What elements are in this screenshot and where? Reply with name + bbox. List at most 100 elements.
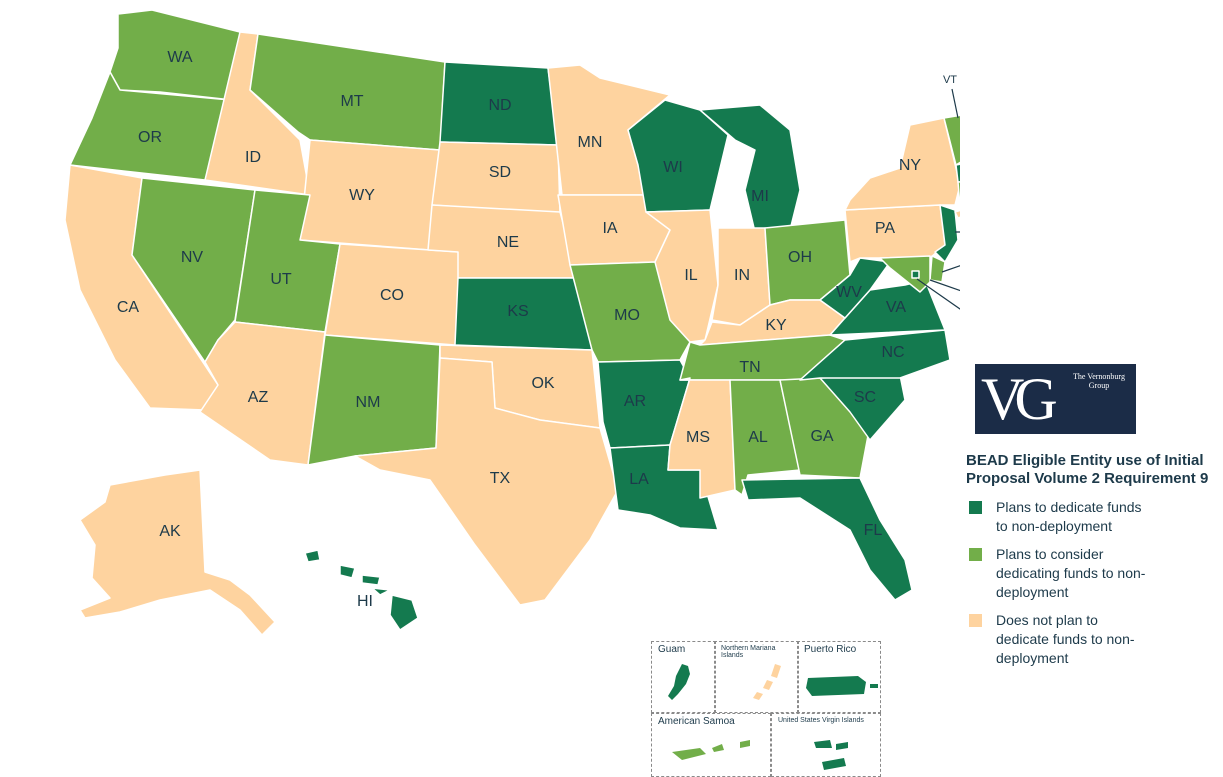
legend-label-not: Does not plan to dedicate funds to non-d… xyxy=(996,612,1135,666)
territory-label-guam: Guam xyxy=(658,644,686,655)
label-NY: NY xyxy=(899,157,922,174)
state-MD[interactable] xyxy=(879,255,931,293)
label-NC: NC xyxy=(881,344,904,361)
legend-swatch-consider xyxy=(969,548,982,561)
label-LA: LA xyxy=(629,471,649,488)
label-TX: TX xyxy=(490,470,511,487)
legend-swatch-not xyxy=(969,614,982,627)
label-SD: SD xyxy=(489,164,511,181)
state-WI[interactable] xyxy=(627,99,729,213)
territory-label-as: American Samoa xyxy=(658,716,735,727)
state-WA[interactable] xyxy=(109,9,241,101)
label-IN: IN xyxy=(734,267,750,284)
as-shape-3[interactable] xyxy=(740,740,750,748)
legend-title: BEAD Eligible Entity use of Initial Prop… xyxy=(966,452,1209,487)
territory-guam: Guam xyxy=(651,641,716,713)
legend-label-consider: Plans to consider dedicating funds to no… xyxy=(996,546,1146,600)
label-OK: OK xyxy=(531,375,554,392)
pr-map xyxy=(806,676,878,696)
us-map: WA OR CA NV ID MT WY UT AZ CO NM ND SD N… xyxy=(64,9,960,636)
territory-label-pr: Puerto Rico xyxy=(804,644,857,655)
state-AK[interactable] xyxy=(79,469,276,636)
hawaii-island-1[interactable] xyxy=(304,549,321,563)
label-MT: MT xyxy=(340,93,363,110)
pr-islet[interactable] xyxy=(870,684,878,688)
state-CT[interactable] xyxy=(957,180,960,207)
vi-shape-2[interactable] xyxy=(836,742,848,750)
logo-name: The Vernonburg Group xyxy=(1073,372,1125,390)
logo-monogram: VG xyxy=(981,366,1058,432)
territory-vi: United States Virgin Islands xyxy=(771,713,881,777)
label-CO: CO xyxy=(380,287,404,304)
state-DC[interactable] xyxy=(911,270,920,279)
label-FL: FL xyxy=(864,522,883,539)
nmi-shape-1[interactable] xyxy=(771,664,781,678)
label-ND: ND xyxy=(488,97,511,114)
hawaii-island-main[interactable] xyxy=(389,594,419,631)
label-WY: WY xyxy=(349,187,375,204)
label-AK: AK xyxy=(159,523,181,540)
long-island xyxy=(954,209,960,219)
label-MS: MS xyxy=(686,429,710,446)
label-SC: SC xyxy=(854,389,876,406)
vernonburg-logo: VG The Vernonburg Group xyxy=(975,364,1136,434)
label-WI: WI xyxy=(663,159,683,176)
hawaii-island-4[interactable] xyxy=(371,587,391,596)
territory-as: American Samoa xyxy=(651,713,771,777)
label-MO: MO xyxy=(614,307,640,324)
label-AR: AR xyxy=(624,393,646,410)
legend-item-consider: Plans to consider dedicating funds to no… xyxy=(966,545,1216,602)
label-ID: ID xyxy=(245,149,261,166)
state-FL[interactable] xyxy=(741,477,913,601)
as-shape-2[interactable] xyxy=(712,744,724,752)
label-AZ: AZ xyxy=(248,389,269,406)
legend-item-dedicate: Plans to dedicate funds to non-deploymen… xyxy=(966,498,1216,536)
label-UT: UT xyxy=(270,271,292,288)
state-MA[interactable] xyxy=(955,160,960,190)
label-PA: PA xyxy=(875,220,895,237)
nmi-map xyxy=(753,664,781,700)
label-NV: NV xyxy=(181,249,204,266)
pr-shape[interactable] xyxy=(806,676,866,696)
label-KS: KS xyxy=(507,303,528,320)
territory-pr: Puerto Rico xyxy=(797,641,881,713)
territory-label-nmi: Northern Mariana Islands xyxy=(721,645,776,659)
as-shape-1[interactable] xyxy=(672,748,706,760)
vi-map xyxy=(814,740,848,770)
label-NM: NM xyxy=(356,394,381,411)
label-WV: WV xyxy=(836,284,862,301)
legend: BEAD Eligible Entity use of Initial Prop… xyxy=(966,452,1216,677)
label-MI: MI xyxy=(751,188,769,205)
legend-label-dedicate: Plans to dedicate funds to non-deploymen… xyxy=(996,499,1142,534)
legend-item-not: Does not plan to dedicate funds to non-d… xyxy=(966,611,1216,668)
guam-shape[interactable] xyxy=(668,664,690,700)
label-HI: HI xyxy=(357,593,373,610)
label-GA: GA xyxy=(810,428,833,445)
label-WA: WA xyxy=(167,49,193,66)
vi-shape-1[interactable] xyxy=(814,740,832,748)
legend-swatch-dedicate xyxy=(969,501,982,514)
label-VA: VA xyxy=(886,299,906,316)
label-KY: KY xyxy=(765,317,787,334)
label-VT: VT xyxy=(943,74,957,86)
label-CA: CA xyxy=(117,299,140,316)
nmi-shape-3[interactable] xyxy=(753,692,763,700)
vi-shape-3[interactable] xyxy=(822,758,846,770)
hawaii-island-2[interactable] xyxy=(339,564,356,579)
label-OR: OR xyxy=(138,129,162,146)
label-AL: AL xyxy=(748,429,768,446)
label-OH: OH xyxy=(788,249,812,266)
state-TX[interactable] xyxy=(354,357,619,606)
nmi-shape-2[interactable] xyxy=(763,680,773,690)
label-IL: IL xyxy=(684,267,697,284)
territory-label-vi: United States Virgin Islands xyxy=(778,717,864,724)
state-NC[interactable] xyxy=(799,329,951,381)
guam-map xyxy=(668,664,690,700)
label-IA: IA xyxy=(602,220,617,237)
label-NE: NE xyxy=(497,234,519,251)
label-TN: TN xyxy=(739,359,760,376)
label-MN: MN xyxy=(578,134,603,151)
as-map xyxy=(672,740,750,760)
state-VT[interactable] xyxy=(943,114,960,166)
hawaii-island-3[interactable] xyxy=(361,574,381,586)
